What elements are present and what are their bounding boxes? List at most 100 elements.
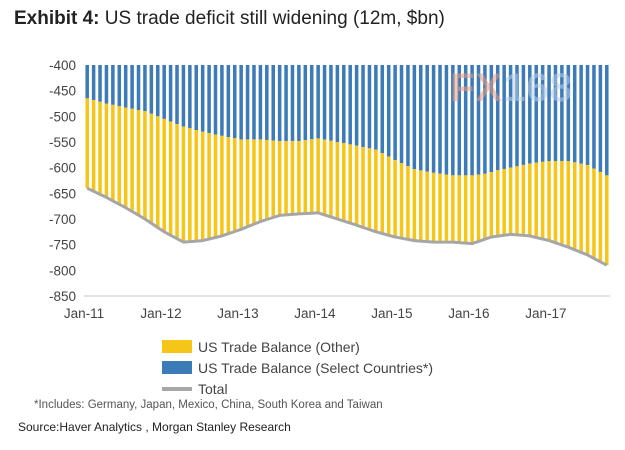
- bar-other: [451, 175, 455, 243]
- bar-select-countries: [374, 65, 378, 150]
- bar-other: [393, 159, 397, 237]
- bar-other: [495, 170, 500, 237]
- bar-select-countries: [515, 65, 519, 167]
- bar-select-countries: [213, 65, 218, 135]
- bar-select-countries: [605, 65, 609, 176]
- y-tick-label: -800: [49, 263, 76, 278]
- bar-select-countries: [367, 65, 372, 149]
- bar-other: [348, 144, 352, 224]
- bar-select-countries: [130, 65, 134, 109]
- bar-other: [354, 145, 359, 226]
- bar-other: [271, 140, 275, 218]
- legend: US Trade Balance (Other) US Trade Balanc…: [162, 336, 433, 399]
- bar-select-countries: [143, 65, 147, 112]
- bar-other: [162, 118, 166, 232]
- bar-other: [592, 168, 596, 259]
- bar-other: [425, 171, 429, 242]
- bar-select-countries: [297, 65, 301, 141]
- bar-select-countries: [136, 65, 141, 111]
- bar-other: [322, 139, 327, 215]
- bar-other: [104, 103, 109, 198]
- bar-other: [194, 130, 199, 242]
- x-tick-label: Jan-15: [371, 306, 412, 321]
- bar-select-countries: [534, 65, 538, 163]
- bar-other: [111, 104, 115, 201]
- bar-other: [265, 139, 269, 220]
- bar-select-countries: [123, 65, 128, 108]
- bar-other: [406, 166, 410, 240]
- bar-select-countries: [495, 65, 500, 171]
- bar-select-countries: [111, 65, 115, 105]
- bar-other: [335, 142, 340, 219]
- bar-other: [528, 163, 532, 236]
- y-tick-label: -500: [49, 109, 76, 124]
- footnote: *Includes: Germany, Japan, Mexico, China…: [34, 399, 383, 411]
- bar-other: [566, 160, 571, 248]
- bar-select-countries: [528, 65, 532, 164]
- x-tick-label: Jan-13: [217, 306, 258, 321]
- bar-select-countries: [553, 65, 558, 161]
- x-tick-label: Jan-17: [525, 306, 566, 321]
- title-text: US trade deficit still widening (12m, $b…: [104, 8, 445, 29]
- bar-select-countries: [309, 65, 314, 140]
- bar-other: [220, 135, 224, 236]
- bar-other: [598, 171, 603, 262]
- bar-select-countries: [502, 65, 506, 169]
- bar-select-countries: [348, 65, 352, 145]
- bar-other: [168, 121, 173, 236]
- bar-select-countries: [598, 65, 603, 172]
- bar-other: [303, 140, 308, 214]
- y-tick-label: -550: [49, 135, 76, 150]
- y-tick-label: -400: [49, 58, 76, 73]
- bar-other: [239, 139, 243, 230]
- total-line: [86, 186, 608, 267]
- bar-other: [316, 138, 320, 213]
- bar-select-countries: [335, 65, 340, 142]
- legend-item-other: US Trade Balance (Other): [162, 336, 433, 357]
- bar-other: [579, 163, 583, 253]
- bar-select-countries: [425, 65, 429, 172]
- bar-select-countries: [380, 65, 385, 154]
- bar-select-countries: [98, 65, 102, 102]
- bar-other: [342, 143, 346, 222]
- bar-select-countries: [149, 65, 154, 114]
- bar-other: [329, 140, 333, 217]
- bar-select-countries: [566, 65, 571, 161]
- bar-other: [284, 140, 288, 215]
- bar-select-countries: [252, 65, 256, 140]
- bar-select-countries: [239, 65, 243, 140]
- bar-other: [419, 170, 423, 242]
- chart-canvas: -400 -450 -500 -550 -600 -650 -700 -750 -800 -850…: [49, 58, 610, 321]
- bar-select-countries: [303, 65, 308, 141]
- bar-select-countries: [207, 65, 211, 134]
- bar-select-countries: [572, 65, 577, 163]
- bar-other: [489, 172, 494, 237]
- bar-other: [188, 128, 192, 242]
- bar-select-countries: [117, 65, 122, 107]
- bar-other: [605, 175, 609, 266]
- bar-other: [361, 146, 365, 228]
- legend-swatch-total: [162, 386, 192, 391]
- watermark-logo: FX168: [450, 66, 573, 110]
- bar-select-countries: [470, 65, 474, 176]
- bar-select-countries: [258, 65, 263, 140]
- x-tick-label: Jan-16: [448, 306, 489, 321]
- bar-select-countries: [431, 65, 436, 173]
- y-tick-label: -600: [49, 161, 76, 176]
- bar-other: [470, 175, 474, 244]
- bar-select-countries: [361, 65, 365, 147]
- bar-other: [245, 139, 250, 227]
- bar-other: [476, 174, 481, 242]
- x-tick-label: Jan-11: [64, 306, 104, 321]
- x-tick-label: Jan-12: [140, 306, 181, 321]
- bar-select-countries: [232, 65, 237, 139]
- bar-other: [309, 139, 314, 214]
- bar-other: [572, 162, 577, 250]
- source-line: Source:Haver Analytics , Morgan Stanley …: [18, 420, 291, 434]
- legend-item-select: US Trade Balance (Select Countries*): [162, 357, 433, 378]
- bar-select-countries: [271, 65, 275, 141]
- bar-select-countries: [540, 65, 545, 162]
- bar-select-countries: [463, 65, 468, 176]
- bar-other: [540, 161, 545, 240]
- bar-select-countries: [194, 65, 199, 131]
